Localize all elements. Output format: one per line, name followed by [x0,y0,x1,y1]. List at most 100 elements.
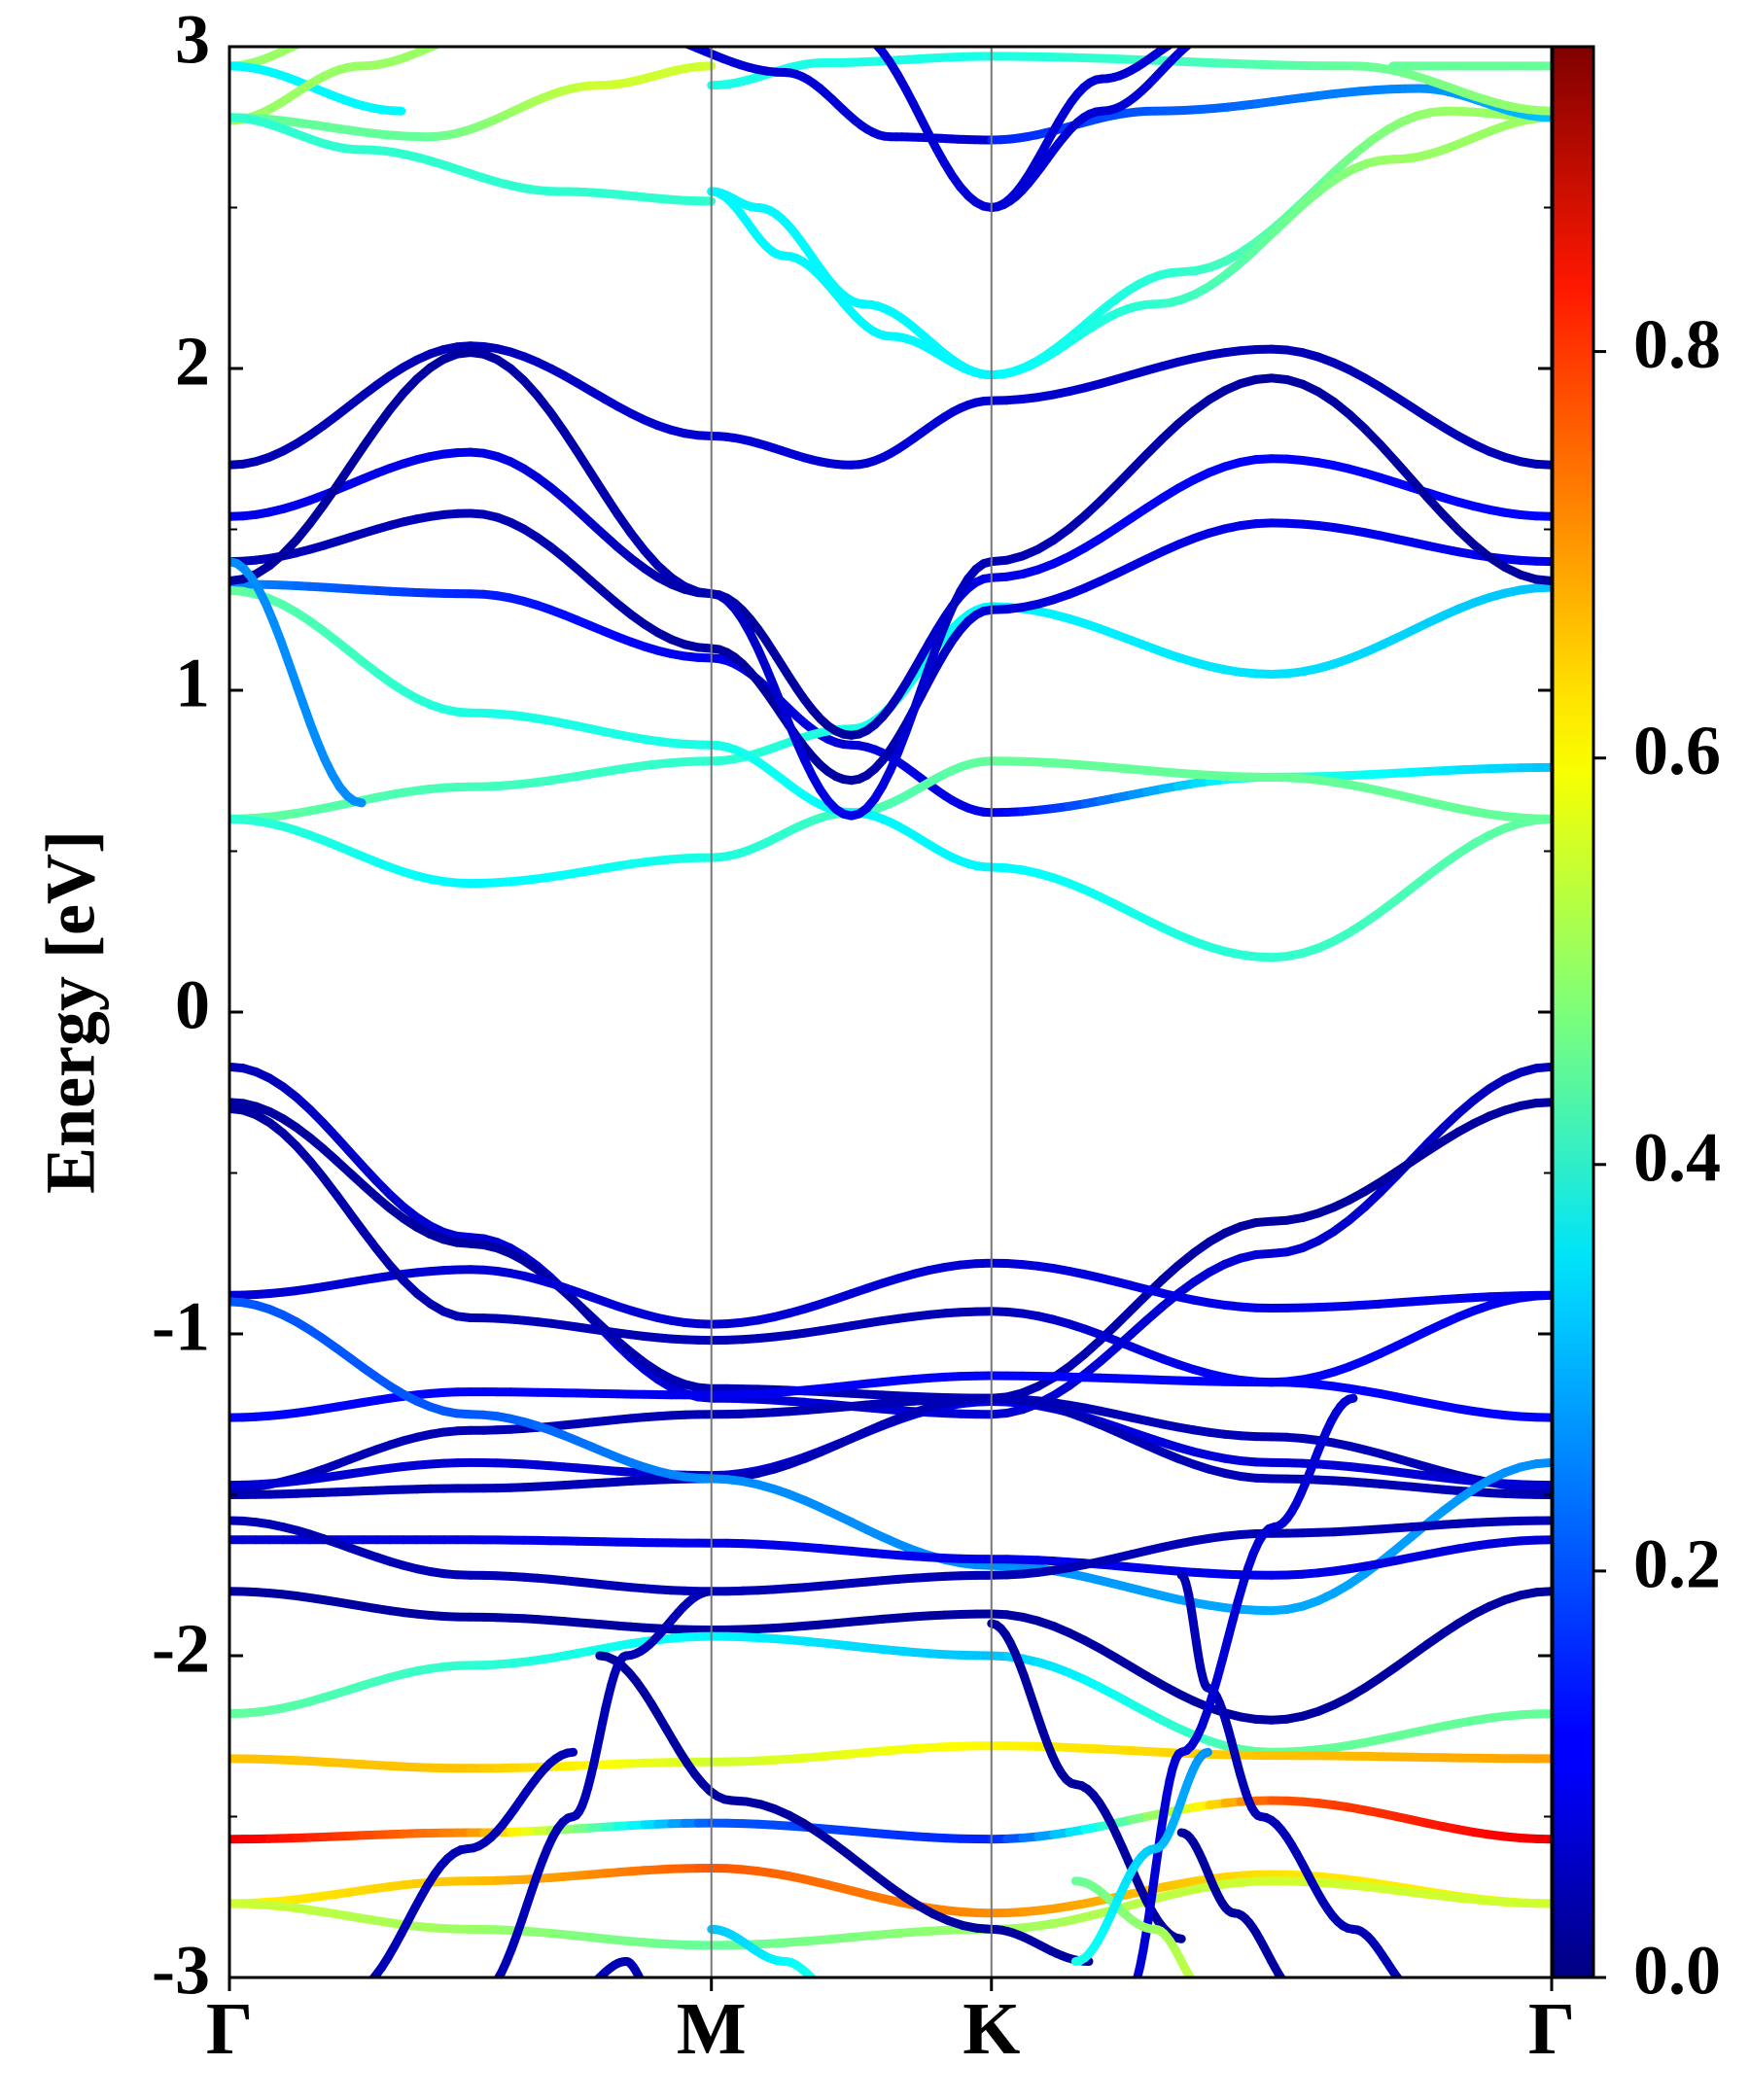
y-tick-label: 3 [175,1,210,79]
band-7-seg [1531,575,1552,585]
band-seg-2 [229,61,406,116]
band-11-seg [1531,1290,1552,1301]
band-seg-28-seg [646,1988,648,1990]
band-9-seg [1531,1098,1552,1108]
band-seg-20 [480,1587,717,1993]
band-seg-1-seg [309,37,316,40]
band-16 [229,1297,1552,1616]
band-3-seg [1531,814,1552,824]
band-3 [229,585,1552,962]
band-seg-28-seg [643,1983,645,1986]
band-seg-28-seg [588,1985,591,1987]
band-seg-20-seg [480,1992,485,1993]
band-seg-19-seg [348,1992,355,1993]
band-seg-4 [229,61,717,142]
band-seg-3-seg [442,40,450,43]
band-lines [229,31,1552,1994]
k-point-label: K [962,1988,1020,2070]
band-seg-27-seg [811,1976,818,1978]
band-seg-12 [987,113,1552,380]
band-21 [229,1741,1552,1773]
band-seg-1-seg [329,32,335,33]
band-seg-28-seg [591,1983,594,1986]
band-4 [229,341,1552,470]
band-seg-20-seg [486,1988,491,1992]
colorbar-tick-label: 0.4 [1633,1118,1721,1196]
band-seg-19-seg [362,1984,368,1990]
band-seg-9-seg [652,33,661,35]
band-1-seg [1531,582,1552,593]
y-tick-label: 1 [175,645,210,722]
band-seg-3-seg [465,33,472,35]
band-seg-24-seg [1278,1975,1286,1978]
band-seg-27-seg [821,1985,823,1987]
k-point-label: Γ [206,1988,253,2070]
band-seg-23-seg [1132,1986,1135,1992]
band-20 [229,1631,1552,1757]
band-seg-22-seg [1405,1986,1409,1989]
band-seg-25-seg [1202,1992,1205,1993]
band-seg-1 [229,32,335,71]
band-2 [229,756,1552,889]
colorbar-tick-label: 0.6 [1633,712,1721,789]
band-seg-28-seg [577,1993,579,1994]
band-seg-28-seg [579,1991,582,1992]
band-seg-28-seg [647,1990,648,1992]
band-10 [229,1258,1552,1329]
band-seg-1-seg [302,40,309,43]
band-seg-23-seg [1129,1992,1132,1994]
band-seg-3-seg [479,31,487,32]
band-seg-27-seg [823,1988,826,1990]
k-point-label: Γ [1528,1988,1575,2070]
band-seg-3-seg [472,32,479,33]
band-seg-17-seg [1214,31,1221,32]
band-seg-27-seg [832,1993,835,1994]
band-seg-0-seg [349,796,367,808]
band-0 [229,579,1552,818]
band-seg-28-seg [644,1985,646,1987]
band-8-seg [1531,1062,1552,1073]
band-seg-3-seg [431,47,443,50]
band-seg-16-seg [1196,31,1202,32]
colorbar-ticks: 0.0 0.2 0.4 0.6 0.8 [1593,305,1721,2010]
band-seg-24-seg [1297,1993,1301,1994]
band-seg-5 [229,113,717,206]
band-seg-22-seg [1416,1993,1419,1994]
band-seg-25-seg [1205,1993,1208,1994]
high-symmetry-lines [710,47,993,1978]
band-seg-25-seg [1193,1982,1196,1986]
band-seg-26-seg [1070,1956,1085,1966]
band-seg-23 [1129,1393,1358,1994]
band-seg-27-seg [829,1991,832,1992]
band-seg-10-seg [858,32,866,36]
band-6 [229,508,1552,786]
band-seg-28-seg [585,1988,588,1990]
y-axis-label: Energy [eV] [32,830,110,1194]
band-seg-26 [1070,1747,1212,1966]
band-9 [229,1098,1552,1403]
band-seg-9-seg [661,36,670,39]
band-seg-8 [707,187,997,380]
band-19 [229,1587,1552,1725]
y-tick-label: -2 [152,1610,210,1688]
band-seg-28-seg [648,1991,650,1992]
band-seg-3-seg [457,35,465,37]
band-seg-19-seg [355,1989,362,1992]
band-seg-27-seg [817,1983,820,1986]
band-seg-22-seg [1409,1989,1413,1992]
band-seg-17-seg [1183,47,1194,50]
band-seg-24-seg [1286,1984,1290,1988]
band-seg-28-seg [637,1976,645,1978]
band-seg-0 [229,557,367,808]
band-7 [229,348,1552,821]
band-18 [229,1516,1552,1596]
band-seg-16-seg [1178,36,1184,39]
band-seg-25-seg [1199,1989,1202,1992]
band-seg-1-seg [291,47,303,50]
band-seg-24-seg [1289,1988,1293,1991]
y-tick-label: 2 [175,323,210,401]
band-seg-24-seg [1293,1991,1297,1993]
band-seg-9-seg [670,38,679,41]
y-tick-label: -1 [152,1288,210,1366]
